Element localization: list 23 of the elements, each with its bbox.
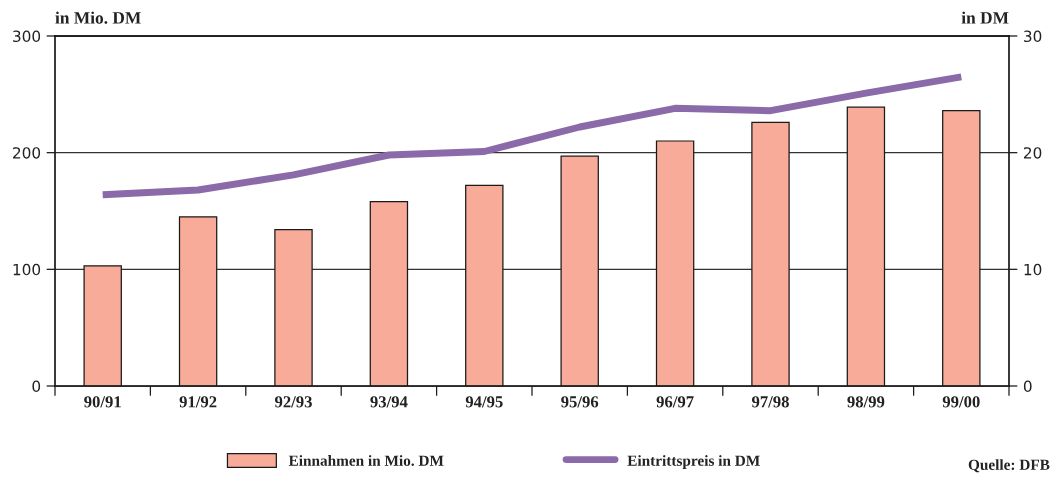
y-tick-label: 300 [13, 30, 41, 43]
x-tick-label: 94/95 [465, 396, 503, 408]
y-axis-title: in Mio. DM [55, 11, 141, 24]
y2-axis-title: in DM [961, 11, 1009, 24]
x-tick-label: 97/98 [751, 396, 789, 408]
x-tick-label: 96/97 [656, 396, 694, 408]
legend-label: Einnahmen in Mio. DM [288, 455, 444, 466]
y2-tick-label: 20 [1024, 147, 1042, 159]
source-note: Quelle: DFB [968, 459, 1050, 473]
x-tick-label: 98/99 [847, 396, 885, 408]
y2-tick-label: 30 [1024, 30, 1042, 43]
y-tick-label: 0 [32, 380, 41, 393]
x-tick-label: 93/94 [370, 396, 408, 408]
y2-tick-label: 0 [1023, 380, 1032, 393]
legend-label: Eintrittspreis in DM [627, 455, 760, 469]
x-tick-label: 91/92 [179, 396, 217, 408]
x-tick-label: 95/96 [561, 396, 599, 408]
y-tick-label: 100 [13, 263, 41, 276]
x-tick-label: 92/93 [274, 396, 312, 408]
x-tick-label: 90/91 [84, 396, 121, 408]
x-tick-label: 99/00 [942, 396, 980, 408]
y2-tick-label: 10 [1024, 263, 1042, 276]
y-tick-label: 200 [13, 147, 41, 159]
